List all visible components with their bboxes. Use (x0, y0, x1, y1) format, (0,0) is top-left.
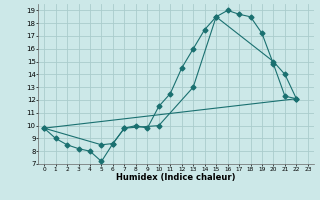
X-axis label: Humidex (Indice chaleur): Humidex (Indice chaleur) (116, 173, 236, 182)
